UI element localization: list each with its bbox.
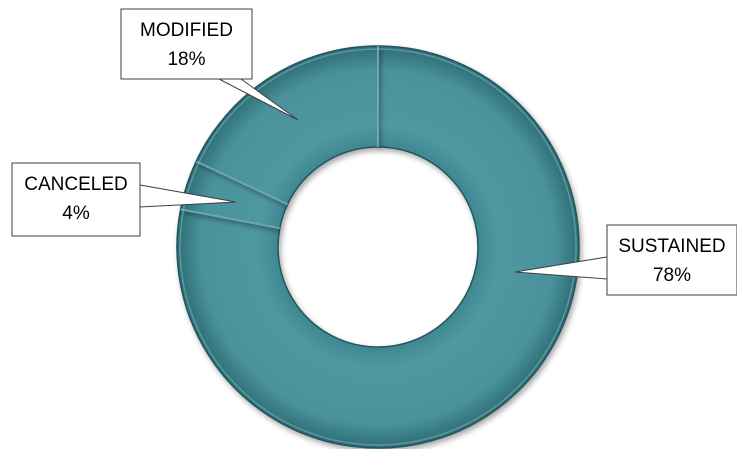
category-label: SUSTAINED (618, 236, 725, 257)
percent-label: 4% (62, 203, 90, 224)
percent-label: 18% (167, 49, 205, 70)
slices-group (177, 46, 579, 448)
category-label: MODIFIED (140, 20, 233, 41)
callout-modified: MODIFIED 18% (121, 9, 298, 120)
percent-label: 78% (653, 265, 691, 286)
category-label: CANCELED (24, 174, 127, 195)
